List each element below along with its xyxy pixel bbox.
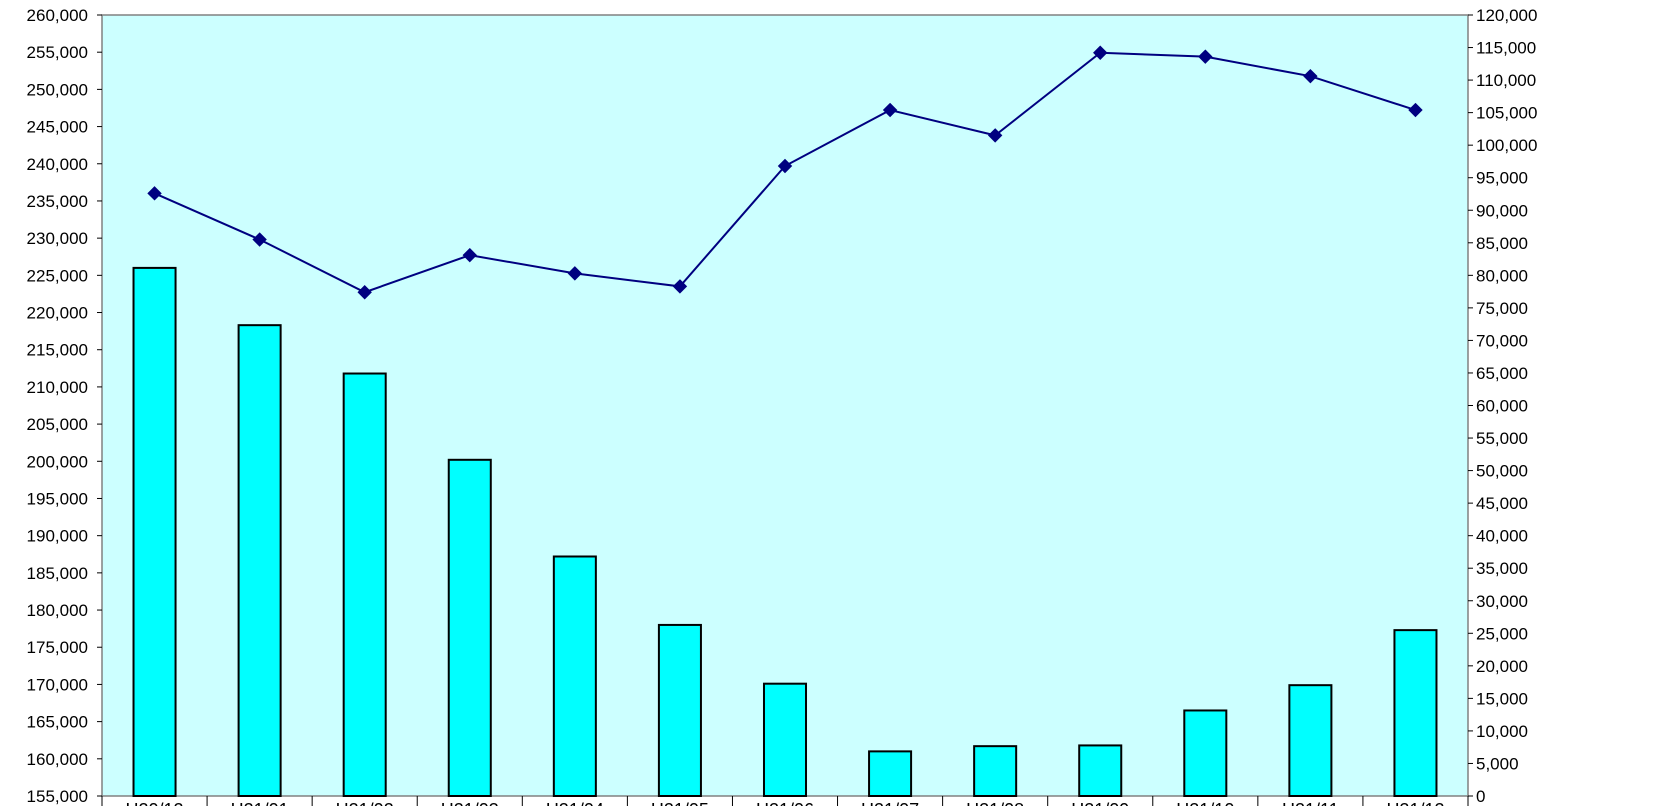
y-left-tick-label: 165,000 [27,713,88,732]
y-left-tick-label: 235,000 [27,192,88,211]
y-right-tick-label: 10,000 [1476,722,1528,741]
y-right-tick-label: 35,000 [1476,559,1528,578]
line-point-marker [1303,68,1318,84]
y-right-tick-label: 25,000 [1476,624,1528,643]
line-point-marker [882,102,898,118]
bar [657,623,702,798]
y-left-tick-label: 220,000 [27,304,88,323]
y-right-tick-label: 5,000 [1476,754,1519,773]
y-right-tick-label: 50,000 [1476,462,1528,481]
y-left-tick-label: 200,000 [27,452,88,471]
bar [1183,709,1228,798]
y-left-tick-label: 210,000 [27,378,88,397]
line-point-marker [1408,102,1423,118]
y-right-tick-label: 20,000 [1476,657,1528,676]
bar [237,324,282,797]
y-left-tick-label: 255,000 [27,43,88,62]
y-right-tick-label: 80,000 [1476,266,1528,285]
y-right-tick-label: 115,000 [1476,39,1536,58]
x-tick-label: H21/03 [441,800,499,806]
x-tick-label: H21/06 [756,800,814,806]
x-tick-label: H21/12 [1386,800,1444,806]
x-tick-label: H21/08 [966,800,1024,806]
x-tick-label: H21/10 [1176,800,1234,806]
x-tick-label: H21/02 [336,800,394,806]
y-right-tick-label: 85,000 [1476,234,1528,253]
y-left-tick-label: 170,000 [27,675,88,694]
x-tick-label: H21/04 [546,800,604,806]
bar [762,682,808,797]
y-left-tick-label: 180,000 [27,601,88,620]
y-right-tick-label: 30,000 [1476,592,1528,611]
y-right-tick-label: 120,000 [1476,6,1537,25]
bar [1393,629,1438,798]
y-right-tick-label: 40,000 [1476,527,1528,546]
y-left-tick-label: 260,000 [27,6,88,25]
y-right-tick-label: 55,000 [1476,429,1528,448]
x-tick-label: H21/05 [651,800,709,806]
y-right-tick-label: 95,000 [1476,169,1528,188]
y-left-tick-label: 205,000 [27,415,88,434]
y-left-tick-label: 225,000 [27,266,88,285]
y-right-tick-label: 0 [1476,787,1485,806]
y-left-tick-label: 175,000 [27,638,88,657]
y-right-tick-label: 105,000 [1476,104,1537,123]
y-left-tick-label: 190,000 [27,527,88,546]
x-tick-label: H21/09 [1071,800,1129,806]
x-tick-label: H21/07 [861,800,919,806]
x-tick-label: H21/01 [231,800,289,806]
bar [447,458,492,797]
y-right-tick-label: 60,000 [1476,397,1528,416]
line-point-marker [567,266,583,281]
bar [1288,684,1333,797]
bar [1078,744,1123,798]
x-tick-label: H20/12 [126,800,184,806]
bar [973,745,1018,797]
y-left-tick-label: 160,000 [27,750,88,769]
y-right-tick-label: 45,000 [1476,494,1528,513]
y-left-tick-label: 185,000 [27,564,88,583]
y-right-tick-label: 90,000 [1476,201,1528,220]
line-point-marker [252,232,267,247]
y-left-tick-label: 230,000 [27,229,88,248]
line-point-marker [672,279,688,294]
y-right-tick-label: 65,000 [1476,364,1528,383]
y-right-tick-label: 100,000 [1476,136,1537,155]
y-right-tick-label: 70,000 [1476,331,1528,350]
line-point-marker [147,186,162,201]
line-point-marker [1093,45,1108,60]
y-right-tick-label: 110,000 [1476,71,1536,90]
y-right-tick-label: 75,000 [1476,299,1528,318]
y-left-tick-label: 250,000 [27,80,88,99]
bar [132,266,177,797]
plot-area [101,14,1469,797]
y-left-tick-label: 195,000 [27,489,88,508]
line-point-marker [777,158,793,174]
y-left-tick-label: 215,000 [27,341,88,360]
bar [868,750,913,797]
line-point-marker [462,247,477,263]
bar [342,372,387,797]
line-point-marker [987,128,1003,143]
line-point-marker [1198,49,1213,64]
y-left-tick-label: 155,000 [27,787,88,806]
y-left-tick-label: 240,000 [27,155,88,174]
bar [552,555,597,798]
y-left-tick-label: 245,000 [27,118,88,137]
y-right-tick-label: 15,000 [1476,689,1528,708]
x-tick-label: H21/11 [1282,800,1339,806]
line-point-marker [357,285,372,300]
